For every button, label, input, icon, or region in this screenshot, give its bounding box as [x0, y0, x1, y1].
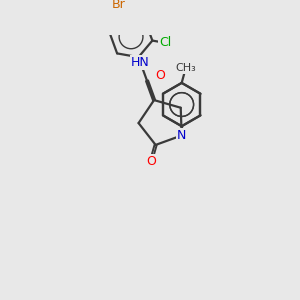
Text: Br: Br [112, 0, 126, 11]
Text: Cl: Cl [159, 36, 172, 50]
Text: O: O [146, 155, 156, 168]
Text: HN: HN [131, 56, 150, 69]
Text: CH₃: CH₃ [175, 63, 196, 74]
Text: O: O [156, 69, 166, 82]
Text: N: N [177, 129, 186, 142]
